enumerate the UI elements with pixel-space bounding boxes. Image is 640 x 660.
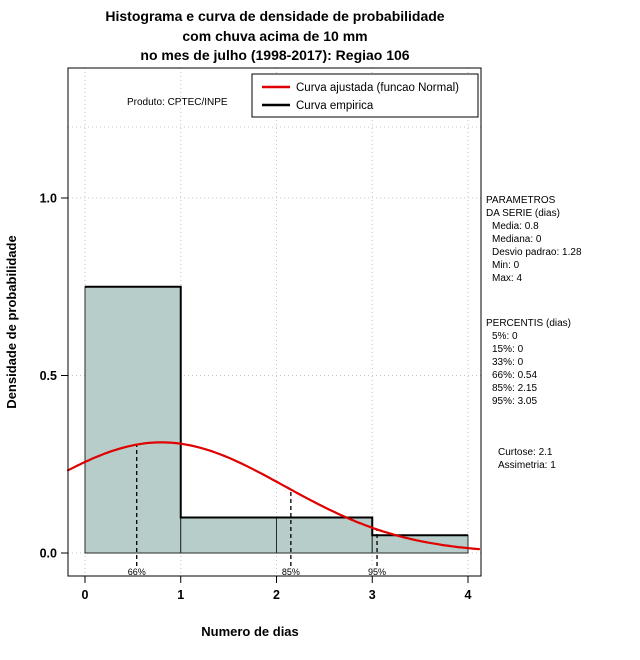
stat-assimetria: Assimetria: 1 [498, 460, 556, 471]
y-axis-label: Densidade de probabilidade [4, 235, 19, 408]
axes: 0 1 2 3 4 0.0 0.5 1.0 [40, 192, 472, 603]
y-axis-tick-label: 1.0 [40, 192, 57, 206]
chart-title-line3: no mes de julho (1998-2017): Regiao 106 [140, 47, 409, 63]
percentile-label: 95% [368, 567, 386, 577]
stat-curtose: Curtose: 2.1 [498, 447, 553, 458]
histogram-bars [84, 285, 469, 554]
plot-border [67, 67, 482, 577]
legend: Curva ajustada (funcao Normal) Curva emp… [251, 73, 479, 118]
x-axis-tick-label: 2 [273, 588, 280, 602]
percentis-header: PERCENTIS (dias) [486, 318, 572, 329]
percentile-markers: 66% 85% 95% [128, 444, 386, 577]
stat-max: Max: 4 [492, 273, 523, 284]
x-axis-label: Numero de dias [201, 624, 299, 639]
y-axis-tick-label: 0.0 [40, 547, 57, 561]
histogram-bar [371, 534, 469, 554]
y-axis-tick-label: 0.5 [40, 369, 57, 383]
percentil-66: 66%: 0.54 [492, 370, 538, 381]
watermark-text: Produto: CPTEC/INPE [127, 97, 228, 108]
x-axis-tick-label: 0 [82, 588, 89, 602]
x-axis-tick-label: 1 [177, 588, 184, 602]
legend-label-empirical: Curva empirica [296, 100, 374, 112]
percentile-label: 85% [282, 567, 300, 577]
legend-label-fitted: Curva ajustada (funcao Normal) [296, 82, 459, 94]
params-header-line2: DA SERIE (dias) [486, 208, 560, 219]
density-curves [66, 441, 481, 551]
stat-mediana: Mediana: 0 [492, 234, 542, 245]
legend-box [251, 73, 479, 118]
stat-desvio-padrao: Desvio padrao: 1.28 [492, 247, 582, 258]
stats-panel: PARAMETROS DA SERIE (dias) Media: 0.8 Me… [486, 194, 582, 472]
percentile-label: 66% [128, 567, 146, 577]
stat-min: Min: 0 [492, 260, 520, 271]
chart-title-line1: Histograma e curva de densidade de proba… [105, 8, 444, 24]
percentil-15: 15%: 0 [492, 344, 524, 355]
x-axis-tick-label: 4 [465, 588, 472, 602]
percentil-33: 33%: 0 [492, 357, 524, 368]
chart-title-line2: com chuva acima de 10 mm [182, 28, 367, 44]
percentil-5: 5%: 0 [492, 331, 518, 342]
empirical-curve [85, 285, 468, 537]
moments-block: Curtose: 2.1 Assimetria: 1 [486, 446, 582, 472]
percentil-85: 85%: 2.15 [492, 383, 538, 394]
x-axis-tick-label: 3 [369, 588, 376, 602]
histogram-bar [180, 517, 277, 554]
fitted-normal-curve [66, 441, 481, 551]
stat-media: Media: 0.8 [492, 221, 539, 232]
histogram-bar [84, 286, 182, 554]
percentil-95: 95%: 3.05 [492, 396, 538, 407]
params-header-line1: PARAMETROS [486, 195, 556, 206]
